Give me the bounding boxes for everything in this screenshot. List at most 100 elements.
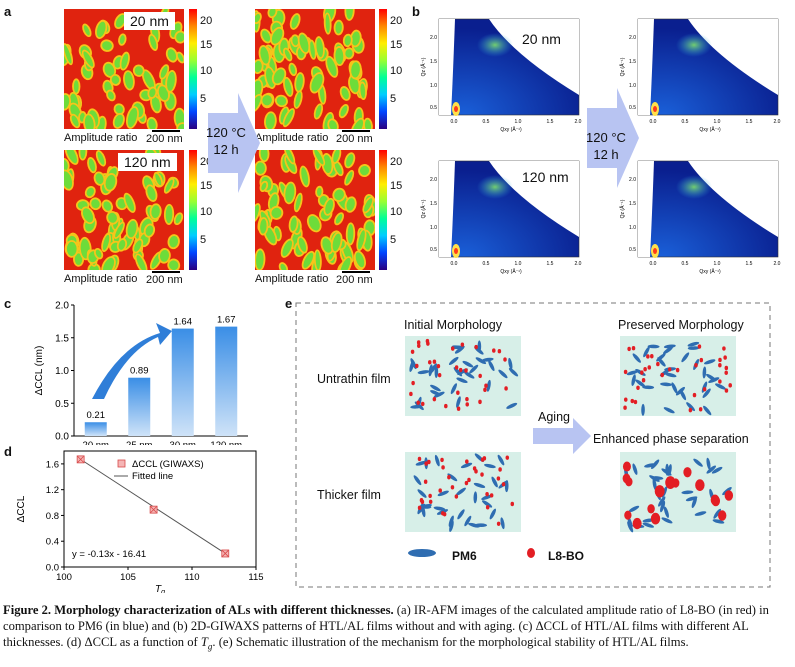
giwaxs-missing-wedge bbox=[439, 19, 455, 115]
l8bo-domain bbox=[460, 342, 465, 347]
pm6-domain bbox=[491, 476, 498, 488]
qz-axis-label: Qz (Å⁻¹) bbox=[619, 199, 626, 218]
l8bo-domain bbox=[728, 383, 732, 388]
pm6-domain bbox=[632, 463, 638, 475]
l8bo-domain bbox=[647, 504, 655, 514]
scale-label-3: 200 nm bbox=[146, 274, 183, 286]
pm6-domain bbox=[687, 341, 700, 347]
pm6-domain bbox=[663, 346, 674, 355]
giwaxs-beamstop-core bbox=[454, 106, 458, 112]
l8bo-domain bbox=[497, 348, 502, 354]
pm6-domain bbox=[715, 383, 726, 390]
untrathin-preserved-box bbox=[620, 336, 736, 416]
pm6-domain bbox=[681, 352, 690, 363]
pm6-domain bbox=[660, 500, 666, 513]
pm6-domain bbox=[642, 385, 655, 390]
aging-arrow-e bbox=[533, 418, 591, 454]
giwaxs-pattern-20nm-after: 2.0 1.5 1.0 0.5 Qz (Å⁻¹) 0.0 0.5 1.0 1.5 2.0 Qxy (… bbox=[619, 18, 781, 133]
pm6-domain bbox=[508, 367, 519, 377]
l8bo-domain bbox=[671, 478, 680, 488]
l8bo-domain bbox=[631, 346, 636, 351]
morphology-background bbox=[620, 336, 736, 416]
l8bo-domain bbox=[454, 365, 459, 370]
amplitude-ratio-label-2: Amplitude ratio bbox=[255, 132, 329, 144]
l8bo-domain bbox=[415, 363, 419, 369]
qz-tick: 1.0 bbox=[629, 83, 636, 89]
pm6-domain bbox=[694, 511, 707, 516]
x-tick-label: 30 nm bbox=[170, 440, 196, 445]
l8bo-domain bbox=[483, 387, 487, 393]
colorbar-2 bbox=[379, 9, 387, 129]
l8bo-domain bbox=[417, 505, 422, 510]
l8bo-domain bbox=[480, 457, 485, 462]
giwaxs-missing-wedge bbox=[439, 161, 455, 257]
pm6-domain bbox=[693, 458, 703, 467]
giwaxs-pattern-120nm-after: 2.0 1.5 1.0 0.5 Qz (Å⁻¹) 0.0 0.5 1.0 1.5 2.0 Qxy (… bbox=[619, 160, 781, 275]
l8bo-domain bbox=[503, 357, 507, 362]
pm6-domain bbox=[661, 468, 672, 476]
pm6-domain bbox=[473, 491, 478, 504]
l8bo-domain bbox=[633, 399, 638, 405]
qxy-axis-label: Qxy (Å⁻¹) bbox=[699, 126, 721, 133]
qxy-tick: 1.5 bbox=[746, 261, 753, 267]
y-tick-label: 0.8 bbox=[46, 511, 59, 522]
thicker-initial-box bbox=[405, 452, 521, 532]
aging-arrow-b-text: 120 °C 12 h bbox=[586, 130, 626, 162]
l8bo-domain bbox=[436, 363, 441, 369]
scale-bar-4 bbox=[342, 271, 370, 273]
l8bo-domain bbox=[623, 405, 627, 410]
label-enhanced-phase-separation: Enhanced phase separation bbox=[593, 432, 749, 446]
y-axis-label: ΔCCL bbox=[16, 495, 27, 522]
l8bo-domain bbox=[660, 372, 664, 378]
aging-arrow-a-text: 120 °C 12 h bbox=[206, 125, 246, 157]
l8bo-domain bbox=[454, 494, 459, 499]
l8bo-domain bbox=[496, 476, 501, 481]
pm6-domain bbox=[447, 473, 458, 482]
qz-tick: 1.5 bbox=[629, 201, 636, 207]
qz-tick: 1.0 bbox=[430, 225, 437, 231]
l8bo-domain bbox=[711, 495, 721, 507]
pm6-domain bbox=[631, 374, 636, 387]
pm6-domain bbox=[475, 357, 487, 365]
scale-bar-1 bbox=[152, 130, 180, 132]
bar-chart-delta-ccl: 0.0 0.5 1.0 1.5 2.0 ΔCCL (nm) 0.21 20 nm 0.89 25 … bbox=[34, 301, 248, 445]
qxy-tick: 1.0 bbox=[515, 119, 522, 125]
pm6-domain bbox=[713, 508, 721, 519]
l8bo-domain bbox=[718, 363, 722, 368]
l8bo-domain bbox=[723, 355, 727, 360]
l8bo-domain bbox=[428, 493, 432, 499]
qxy-tick: 0.0 bbox=[451, 119, 458, 125]
giwaxs-label-120nm: 120 nm bbox=[516, 168, 575, 186]
aging-arrow-a bbox=[208, 93, 260, 193]
l8bo-domain bbox=[718, 379, 722, 384]
x-tick-label: 20 nm bbox=[83, 440, 109, 445]
l8bo-domain bbox=[417, 343, 421, 348]
l8bo-domain bbox=[424, 461, 428, 466]
l8bo-domain bbox=[420, 499, 425, 505]
aging-arrow-b bbox=[587, 88, 639, 188]
l8bo-domain bbox=[464, 368, 468, 373]
l8bo-domain bbox=[425, 338, 430, 344]
l8bo-domain bbox=[667, 367, 672, 372]
l8bo-domain bbox=[675, 367, 680, 373]
qz-tick: 0.5 bbox=[430, 105, 437, 111]
pm6-domain bbox=[627, 517, 633, 529]
l8bo-domain bbox=[722, 346, 726, 351]
l8bo-domain bbox=[501, 482, 506, 487]
l8bo-domain bbox=[646, 354, 650, 359]
pm6-domain bbox=[687, 346, 700, 350]
qxy-axis-label: Qxy (Å⁻¹) bbox=[699, 268, 721, 275]
pm6-domain bbox=[635, 379, 646, 387]
pm6-domain bbox=[429, 363, 438, 374]
caption-fig-number: Figure 2. bbox=[3, 603, 52, 617]
l8bo-domain bbox=[432, 396, 437, 402]
l8bo-domain bbox=[465, 402, 469, 407]
l8bo-domain bbox=[409, 391, 413, 397]
schematic-dashed-frame bbox=[295, 302, 771, 588]
qxy-tick: 0.0 bbox=[650, 261, 657, 267]
l8bo-domain bbox=[625, 477, 633, 487]
x-tick-label: 105 bbox=[120, 572, 136, 583]
l8bo-domain bbox=[504, 386, 508, 391]
qz-tick: 0.5 bbox=[629, 247, 636, 253]
pm6-domain bbox=[642, 522, 655, 528]
